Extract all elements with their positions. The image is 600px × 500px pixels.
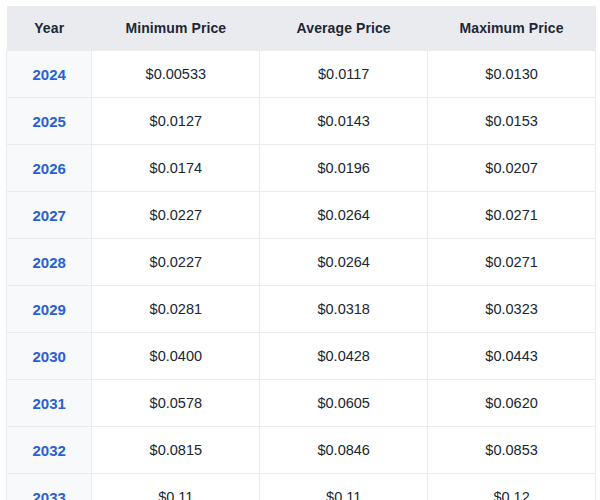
table-row: 2028 $0.0227$0.0264$0.0271 xyxy=(7,239,596,286)
min-price-cell: $0.0174 xyxy=(92,145,260,192)
table-row: 2025 $0.0127$0.0143$0.0153 xyxy=(7,98,596,145)
min-price-cell: $0.0227 xyxy=(92,192,260,239)
avg-price-cell: $0.0264 xyxy=(260,192,428,239)
table-row: 2024 $0.00533$0.0117$0.0130 xyxy=(7,51,596,98)
year-cell[interactable]: 2028 xyxy=(7,239,92,286)
year-link[interactable]: 2032 xyxy=(33,442,66,459)
year-cell[interactable]: 2031 xyxy=(7,380,92,427)
header-average-price: Average Price xyxy=(260,6,428,51)
table-row: 2032 $0.0815$0.0846$0.0853 xyxy=(7,427,596,474)
avg-price-cell: $0.0117 xyxy=(260,51,428,98)
min-price-cell: $0.0400 xyxy=(92,333,260,380)
max-price-cell: $0.0853 xyxy=(428,427,596,474)
max-price-cell: $0.12 xyxy=(428,474,596,500)
max-price-cell: $0.0323 xyxy=(428,286,596,333)
year-cell[interactable]: 2024 xyxy=(7,51,92,98)
header-year: Year xyxy=(7,6,92,51)
header-maximum-price: Maximum Price xyxy=(428,6,596,51)
avg-price-cell: $0.0264 xyxy=(260,239,428,286)
year-cell[interactable]: 2033 xyxy=(7,474,92,500)
max-price-cell: $0.0207 xyxy=(428,145,596,192)
avg-price-cell: $0.11 xyxy=(260,474,428,500)
year-cell[interactable]: 2026 xyxy=(7,145,92,192)
min-price-cell: $0.11 xyxy=(92,474,260,500)
max-price-cell: $0.0271 xyxy=(428,239,596,286)
avg-price-cell: $0.0196 xyxy=(260,145,428,192)
avg-price-cell: $0.0318 xyxy=(260,286,428,333)
max-price-cell: $0.0130 xyxy=(428,51,596,98)
year-link[interactable]: 2030 xyxy=(33,348,66,365)
year-cell[interactable]: 2029 xyxy=(7,286,92,333)
avg-price-cell: $0.0428 xyxy=(260,333,428,380)
price-prediction-table: Year Minimum Price Average Price Maximum… xyxy=(6,6,596,500)
header-row: Year Minimum Price Average Price Maximum… xyxy=(7,6,596,51)
year-link[interactable]: 2025 xyxy=(33,113,66,130)
table-header: Year Minimum Price Average Price Maximum… xyxy=(7,6,596,51)
year-link[interactable]: 2028 xyxy=(33,254,66,271)
table-row: 2027 $0.0227$0.0264$0.0271 xyxy=(7,192,596,239)
min-price-cell: $0.0227 xyxy=(92,239,260,286)
year-link[interactable]: 2027 xyxy=(33,207,66,224)
max-price-cell: $0.0620 xyxy=(428,380,596,427)
min-price-cell: $0.0578 xyxy=(92,380,260,427)
max-price-cell: $0.0271 xyxy=(428,192,596,239)
min-price-cell: $0.00533 xyxy=(92,51,260,98)
price-prediction-table-container: Year Minimum Price Average Price Maximum… xyxy=(0,0,600,500)
max-price-cell: $0.0443 xyxy=(428,333,596,380)
year-cell[interactable]: 2030 xyxy=(7,333,92,380)
year-link[interactable]: 2024 xyxy=(33,66,66,83)
min-price-cell: $0.0281 xyxy=(92,286,260,333)
year-cell[interactable]: 2027 xyxy=(7,192,92,239)
min-price-cell: $0.0127 xyxy=(92,98,260,145)
table-row: 2029 $0.0281$0.0318$0.0323 xyxy=(7,286,596,333)
year-cell[interactable]: 2025 xyxy=(7,98,92,145)
year-link[interactable]: 2031 xyxy=(33,395,66,412)
table-body: 2024$0.00533$0.0117$0.01302025$0.0127$0.… xyxy=(7,51,596,500)
year-link[interactable]: 2026 xyxy=(33,160,66,177)
max-price-cell: $0.0153 xyxy=(428,98,596,145)
table-row: 2026 $0.0174$0.0196$0.0207 xyxy=(7,145,596,192)
avg-price-cell: $0.0143 xyxy=(260,98,428,145)
table-row: 2030 $0.0400$0.0428$0.0443 xyxy=(7,333,596,380)
year-link[interactable]: 2033 xyxy=(33,489,66,500)
min-price-cell: $0.0815 xyxy=(92,427,260,474)
table-row: 2031 $0.0578$0.0605$0.0620 xyxy=(7,380,596,427)
avg-price-cell: $0.0605 xyxy=(260,380,428,427)
year-cell[interactable]: 2032 xyxy=(7,427,92,474)
table-row: 2033$0.11$0.11$0.12 xyxy=(7,474,596,500)
year-link[interactable]: 2029 xyxy=(33,301,66,318)
avg-price-cell: $0.0846 xyxy=(260,427,428,474)
header-minimum-price: Minimum Price xyxy=(92,6,260,51)
